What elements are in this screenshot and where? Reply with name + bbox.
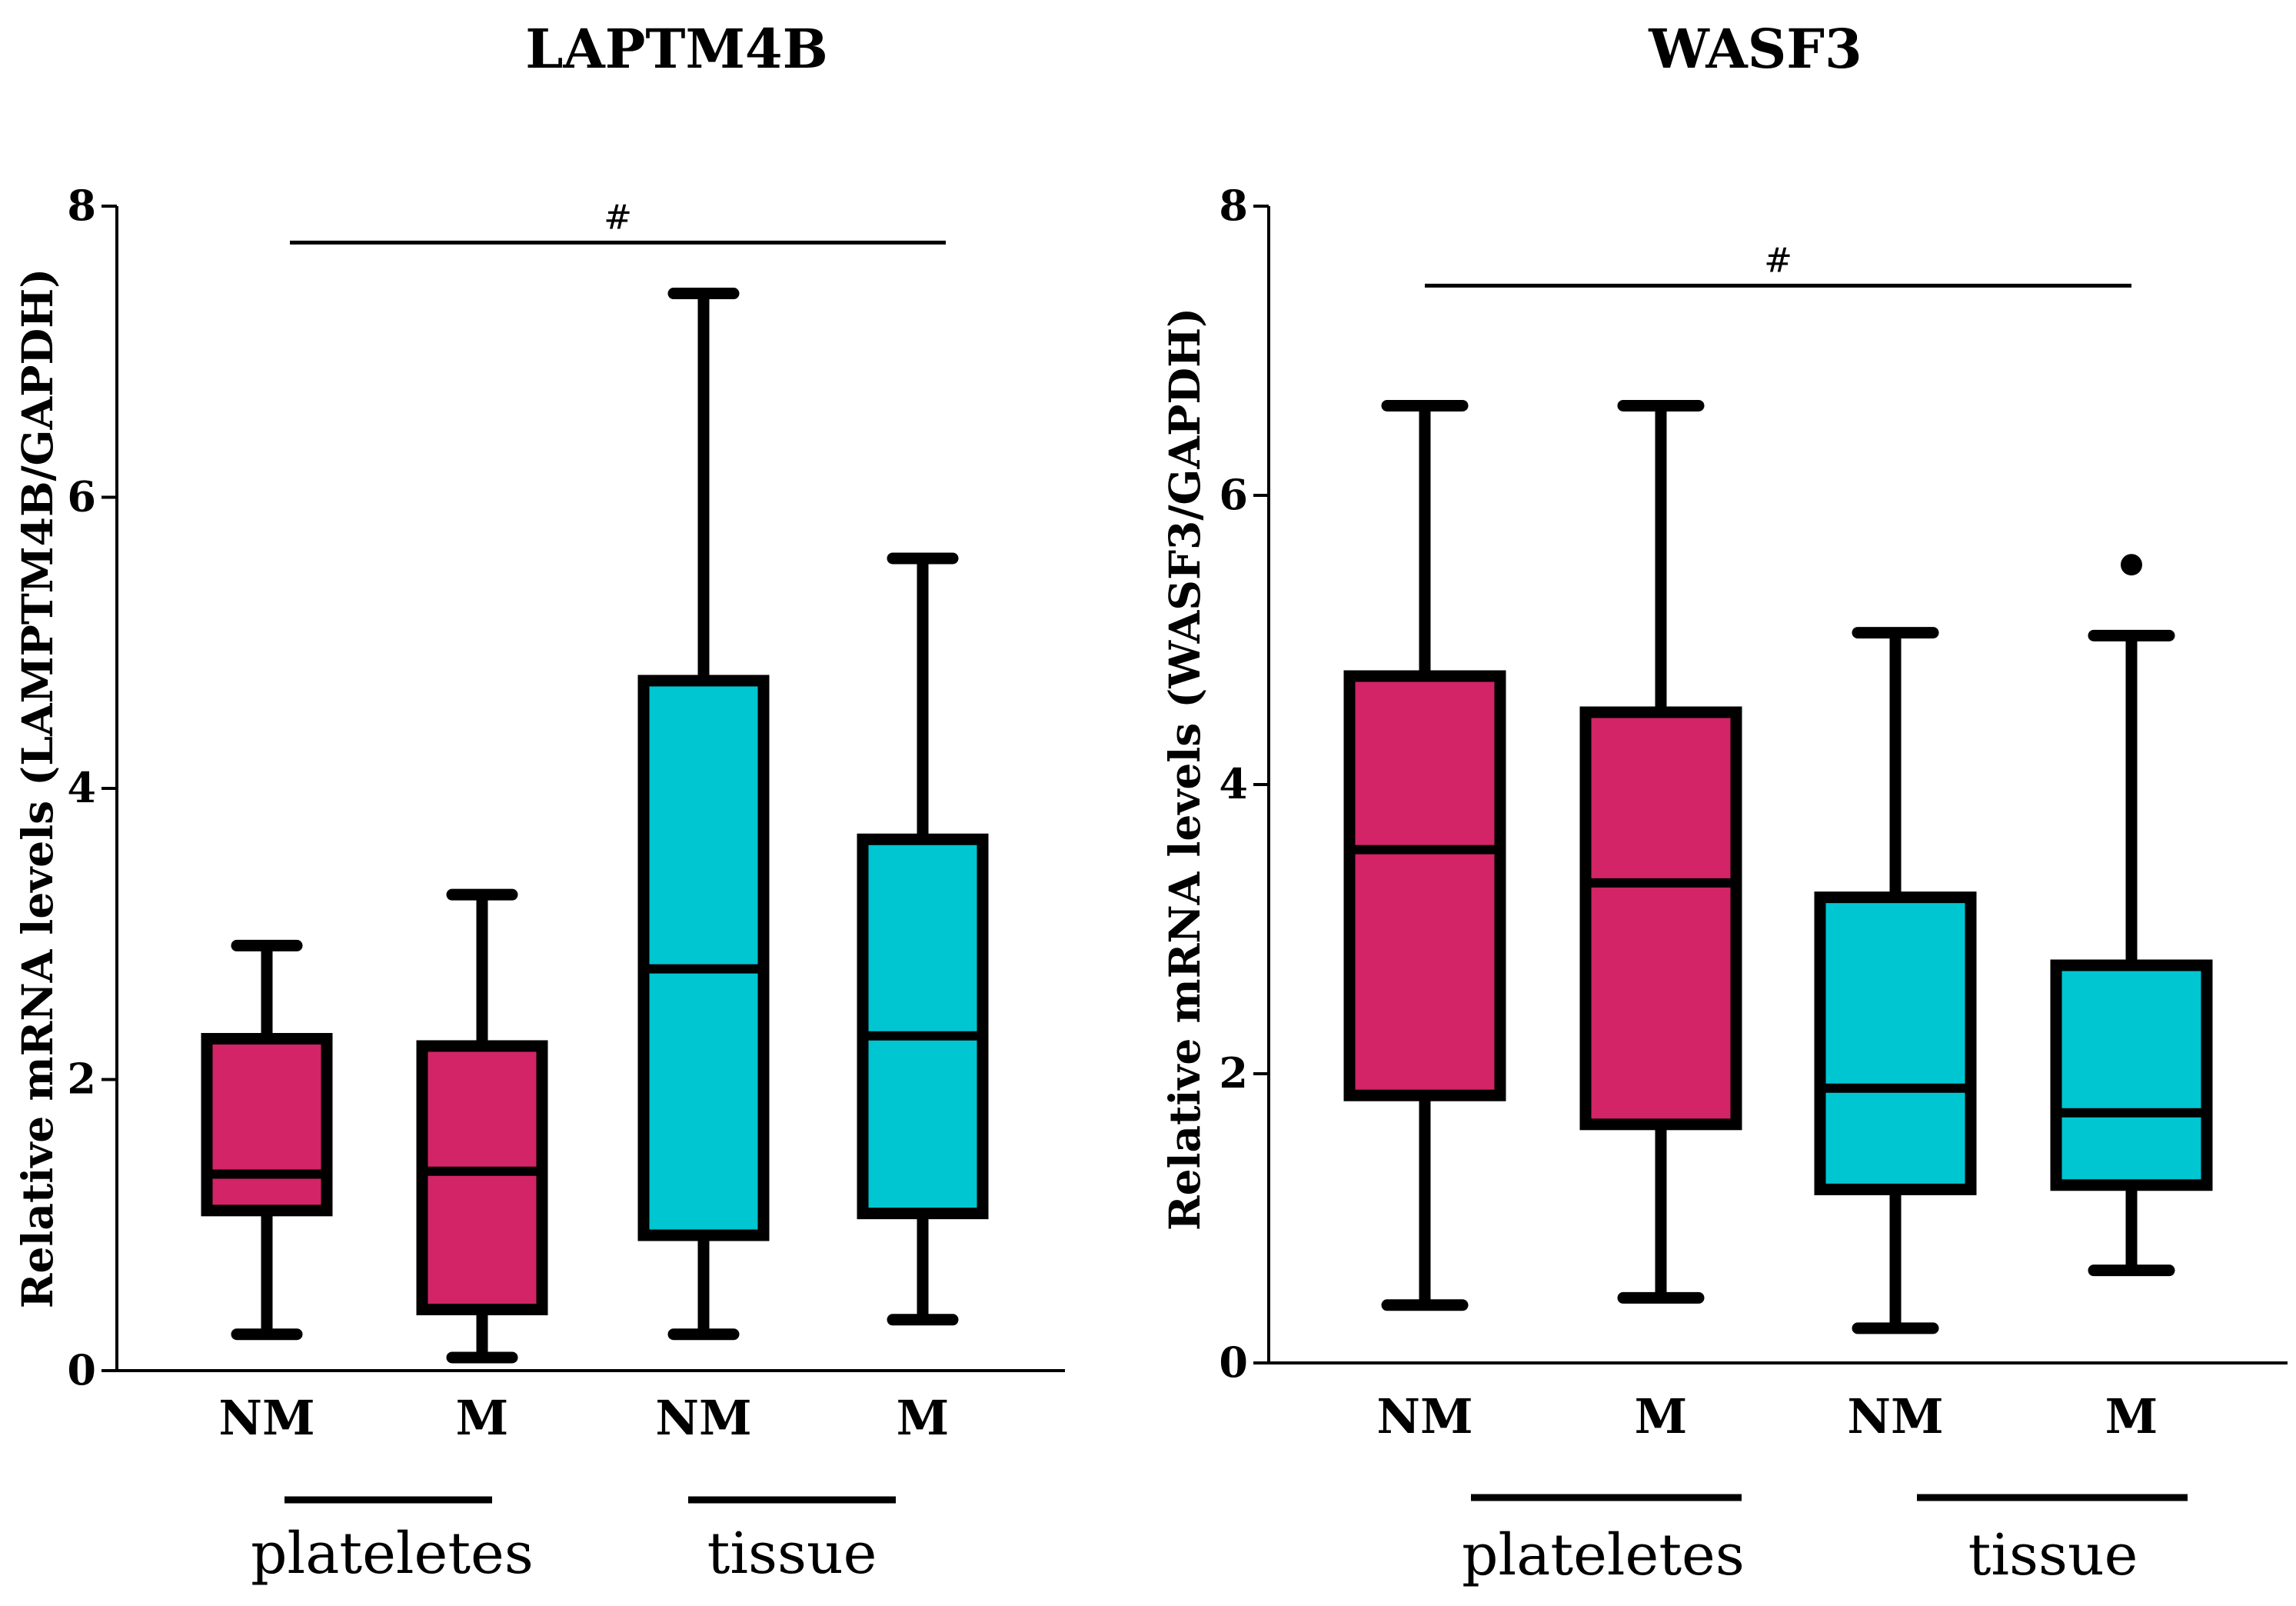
y-tick-label: 6: [1219, 470, 1248, 519]
y-tick-label: 0: [67, 1345, 96, 1394]
x-category-label: M: [2105, 1388, 2158, 1444]
box-3: [637, 288, 770, 1341]
box-3: [1814, 627, 1977, 1334]
y-tick-label: 4: [67, 763, 96, 812]
y-tick-label: 8: [67, 181, 96, 230]
iqr-box: [1814, 891, 1977, 1195]
y-tick-label: 6: [67, 472, 96, 521]
box-2: [416, 888, 548, 1364]
x-category-label: NM: [1847, 1388, 1943, 1444]
box-4: [2050, 554, 2213, 1277]
x-category-label: M: [456, 1390, 509, 1446]
iqr-box: [857, 833, 989, 1220]
group-label-plateletes: plateletes: [251, 1521, 534, 1587]
y-axis-label: Relative mRNA levels (LAMPTM4B/GAPDH): [12, 268, 62, 1308]
x-category-label: M: [1635, 1388, 1688, 1444]
iqr-box: [1579, 706, 1742, 1131]
iqr-box: [637, 675, 770, 1241]
chart-panel-laptm4b: LAPTM4B Relative mRNA levels (LAMPTM4B/GA…: [12, 17, 1065, 1587]
y-tick-label: 4: [1219, 759, 1248, 808]
chart-title: LAPTM4B: [525, 17, 828, 81]
x-category-label: NM: [218, 1390, 314, 1446]
box-1: [201, 939, 333, 1341]
box-1: [1343, 399, 1506, 1311]
box-2: [1579, 399, 1742, 1304]
group-label-plateletes: plateletes: [1462, 1522, 1745, 1588]
iqr-box: [201, 1033, 333, 1217]
significance-symbol: #: [1764, 241, 1792, 280]
y-tick-label: 2: [67, 1055, 96, 1104]
group-label-tissue: tissue: [1968, 1522, 2138, 1588]
y-tick-label: 0: [1219, 1338, 1248, 1387]
y-tick-label: 8: [1219, 181, 1248, 230]
iqr-box: [2050, 959, 2213, 1191]
x-category-label: NM: [655, 1390, 751, 1446]
y-tick-label: 2: [1219, 1048, 1248, 1098]
group-label-tissue: tissue: [707, 1521, 877, 1587]
chart-panel-wasf3: WASF3 Relative mRNA levels (WASF3/GAPDH) 0…: [1160, 17, 2288, 1588]
outlier-point: [2121, 554, 2142, 576]
x-category-label: M: [897, 1390, 950, 1446]
y-axis-label: Relative mRNA levels (WASF3/GAPDH): [1160, 308, 1210, 1231]
box-4: [857, 552, 989, 1326]
significance-symbol: #: [604, 198, 632, 237]
x-category-label: NM: [1376, 1388, 1472, 1444]
iqr-box: [1343, 670, 1506, 1101]
chart-title: WASF3: [1648, 17, 1862, 81]
iqr-box: [416, 1040, 548, 1316]
